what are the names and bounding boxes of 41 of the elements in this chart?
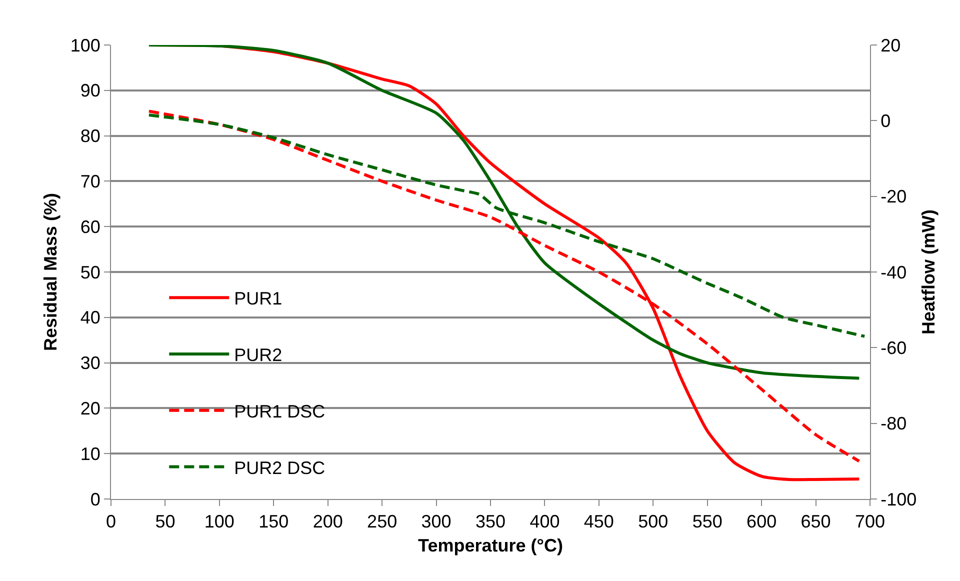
legend-label: PUR1 DSC	[234, 401, 326, 422]
x-tick-label: 650	[800, 512, 831, 532]
y-tick-label: 0	[90, 489, 100, 510]
x-tick-label: 250	[367, 512, 398, 532]
line-series	[147, 45, 861, 380]
x-tick-label: 200	[312, 512, 343, 532]
x-tick-label: 150	[258, 512, 289, 532]
y2-tick-label: -80	[880, 414, 907, 434]
y-tick-label: 30	[80, 353, 100, 374]
y-tick-label: 60	[80, 216, 100, 237]
x-tick-label: 0	[106, 512, 116, 532]
x-tick-label: 550	[692, 512, 722, 532]
y-tick-label: 70	[80, 172, 100, 192]
legend-label: PUR1	[234, 288, 282, 309]
y-tick-label: 90	[80, 80, 100, 101]
x-tick-label: 300	[421, 512, 452, 532]
y-axis-title: Residual Mass (%)	[40, 192, 61, 352]
x-tick-label: 50	[155, 512, 176, 532]
x-tick-label: 350	[475, 512, 506, 532]
y2-tick-label: 0	[880, 110, 891, 131]
x-tick-label: 400	[530, 512, 560, 532]
y-tick-label: 10	[80, 444, 100, 464]
x-tick-label: 600	[746, 512, 777, 532]
x-axis-title: Temperature (°C)	[418, 536, 563, 556]
y-tick-label: 80	[80, 126, 100, 146]
y2-tick-label: -60	[880, 338, 907, 358]
y2-tick-label: 20	[880, 35, 901, 56]
x-tick-label: 100	[204, 512, 234, 532]
legend-label: PUR2	[234, 345, 282, 365]
x-tick-label: 500	[638, 512, 668, 532]
y-tick-label: 100	[70, 35, 100, 56]
legend-label: PUR2 DSC	[234, 458, 326, 478]
y2-tick-label: -100	[880, 489, 917, 510]
y2-tick-label: -20	[880, 186, 907, 207]
y2-axis-title: Heatflow (mW)	[918, 210, 939, 334]
y-tick-label: 40	[80, 308, 100, 328]
y-tick-label: 50	[80, 262, 100, 282]
x-tick-label: 450	[584, 512, 614, 532]
y-tick-label: 20	[80, 398, 100, 418]
y2-tick-label: -40	[880, 262, 907, 282]
x-tick-label: 700	[854, 512, 886, 532]
